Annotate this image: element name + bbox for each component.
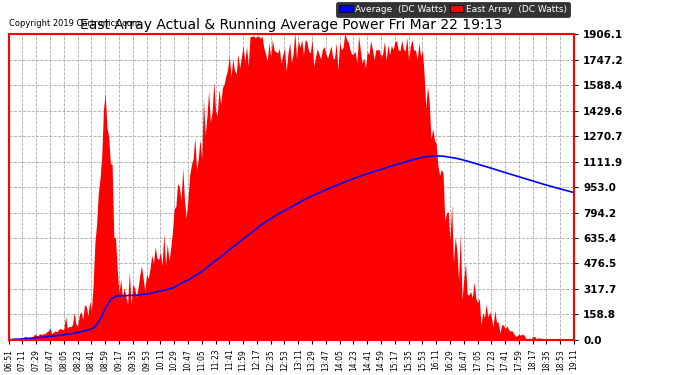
Text: Copyright 2019 Cartronics.com: Copyright 2019 Cartronics.com — [9, 19, 139, 28]
Legend: Average  (DC Watts), East Array  (DC Watts): Average (DC Watts), East Array (DC Watts… — [336, 2, 569, 16]
Title: East Array Actual & Running Average Power Fri Mar 22 19:13: East Array Actual & Running Average Powe… — [80, 18, 502, 32]
